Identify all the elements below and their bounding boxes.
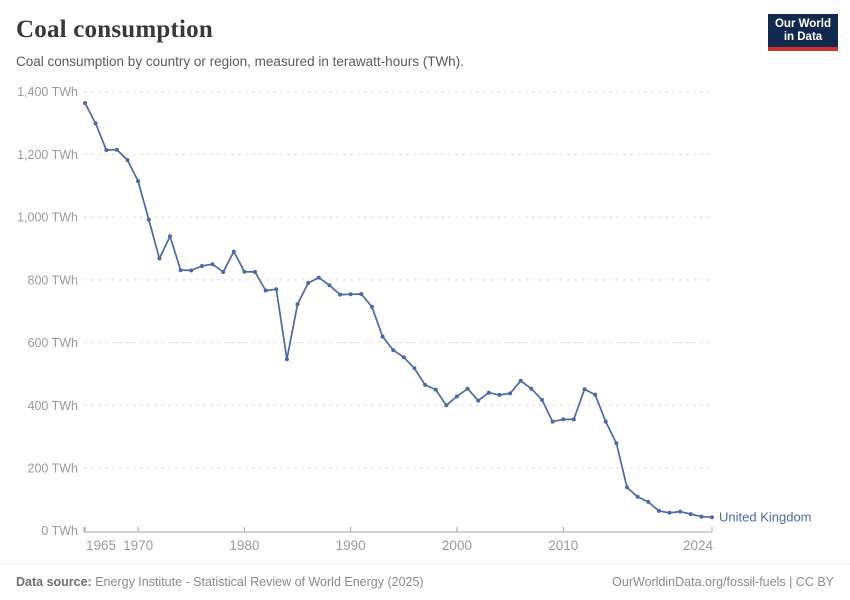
chart-footer: Data source: Energy Institute - Statisti…	[0, 563, 850, 600]
data-source-label: Data source:	[16, 575, 92, 589]
x-tick-label: 2010	[548, 538, 578, 553]
x-tick-label: 1970	[123, 538, 153, 553]
y-tick-label: 0 TWh	[41, 524, 78, 538]
y-tick-label: 800 TWh	[28, 273, 79, 287]
x-tick-label: 2024	[683, 538, 714, 553]
y-tick-label: 400 TWh	[28, 399, 79, 413]
owid-logo-line2: in Data	[783, 30, 823, 43]
chart-subtitle: Coal consumption by country or region, m…	[16, 54, 464, 69]
series-markers	[83, 101, 714, 520]
series-end-label: United Kingdom	[719, 510, 812, 525]
owid-logo-line1: Our World	[774, 17, 831, 30]
series-line	[84, 102, 713, 519]
gridlines	[84, 91, 712, 469]
x-tick-label: 1990	[336, 538, 366, 553]
y-tick-label: 1,000 TWh	[17, 211, 78, 225]
x-tick-label: 1965	[86, 538, 116, 553]
y-tick-label: 200 TWh	[28, 461, 79, 475]
data-source-text: Energy Institute - Statistical Review of…	[91, 575, 424, 589]
x-axis-labels: 1965 1970 1980 1990 2000 2010 2024	[86, 538, 714, 553]
y-tick-label: 1,200 TWh	[17, 148, 78, 162]
y-tick-label: 1,400 TWh	[17, 85, 78, 99]
data-source: Data source: Energy Institute - Statisti…	[16, 575, 424, 589]
x-axis	[83, 527, 713, 533]
owid-link[interactable]: OurWorldinData.org/fossil-fuels | CC BY	[612, 575, 834, 589]
owid-logo[interactable]: Our World in Data	[768, 14, 838, 51]
y-axis-labels: 0 TWh 200 TWh 400 TWh 600 TWh 800 TWh 1,000 T…	[17, 85, 78, 538]
x-tick-label: 1980	[229, 538, 259, 553]
x-tick-label: 2000	[442, 538, 472, 553]
y-tick-label: 600 TWh	[28, 336, 79, 350]
page-title: Coal consumption	[16, 16, 213, 43]
